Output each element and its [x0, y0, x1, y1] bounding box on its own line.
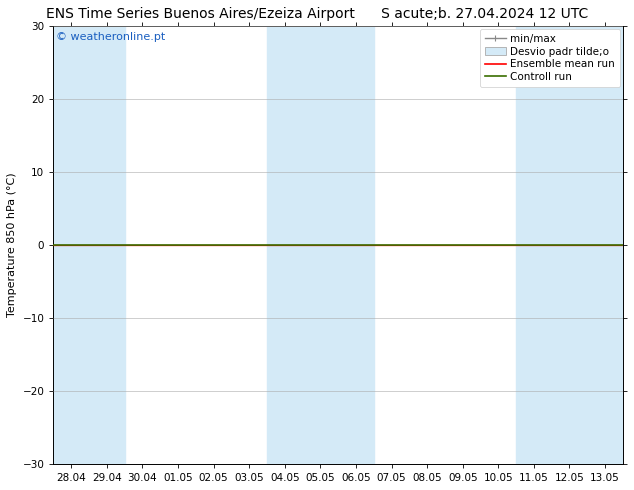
Text: © weatheronline.pt: © weatheronline.pt [56, 32, 165, 42]
Bar [267, 26, 373, 464]
Legend: min/max, Desvio padr tilde;o, Ensemble mean run, Controll run: min/max, Desvio padr tilde;o, Ensemble m… [479, 29, 620, 87]
Y-axis label: Temperature 850 hPa (°C): Temperature 850 hPa (°C) [7, 172, 17, 317]
Bar [53, 26, 125, 464]
Text: ENS Time Series Buenos Aires/Ezeiza Airport      S acute;b. 27.04.2024 12 UTC: ENS Time Series Buenos Aires/Ezeiza Airp… [46, 7, 588, 22]
Bar [516, 26, 623, 464]
